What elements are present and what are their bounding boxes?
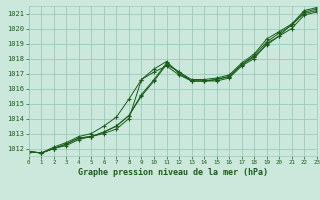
X-axis label: Graphe pression niveau de la mer (hPa): Graphe pression niveau de la mer (hPa)	[78, 168, 268, 177]
